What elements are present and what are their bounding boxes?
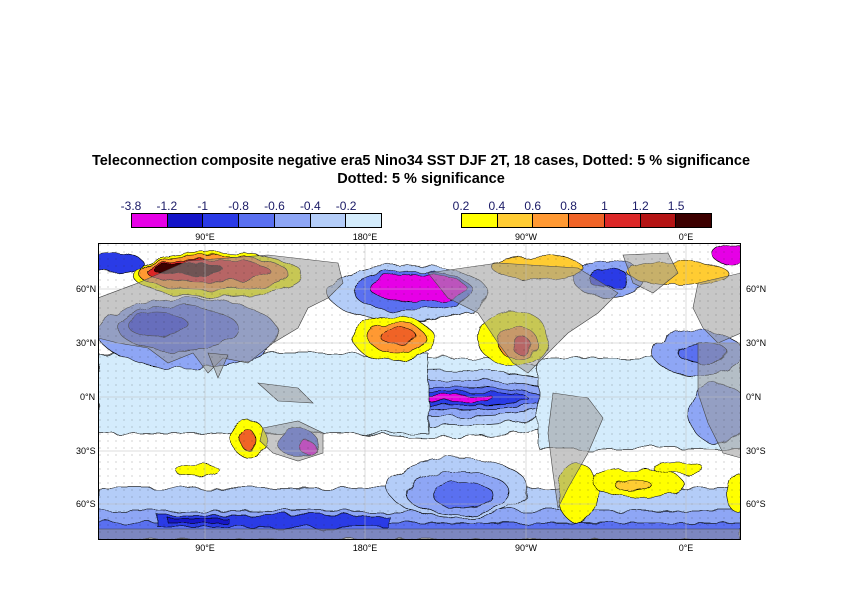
colorbar-positive-swatch-6 xyxy=(676,214,712,227)
lon-label-top-90w: 90°W xyxy=(514,232,538,242)
lon-label-top-180e: 180°E xyxy=(352,232,378,242)
colorbar-negative-swatch-4 xyxy=(274,214,311,227)
colorbar-negative-swatch-3 xyxy=(239,214,275,227)
lat-label-left-0n: 0°N xyxy=(80,392,96,402)
lon-label-bottom-90w: 90°W xyxy=(514,543,538,553)
colorbar-negative xyxy=(131,213,382,228)
colorbar-negative-label-4: -0.6 xyxy=(264,199,285,213)
lon-label-bottom-0e: 0°E xyxy=(678,543,694,553)
lat-label-right-0n: 0°N xyxy=(746,392,762,402)
colorbar-negative-swatch-6 xyxy=(346,214,382,227)
colorbar-positive-swatch-2 xyxy=(533,214,570,227)
colorbar-negative-swatch-2 xyxy=(203,214,240,227)
composite-map xyxy=(98,243,741,540)
lon-label-top-0e: 0°E xyxy=(678,232,694,242)
map-subtitle: Dotted: 5 % significance xyxy=(337,171,505,187)
colorbar-positive-label-1: 0.4 xyxy=(488,199,506,213)
lat-label-right-30n: 30°N xyxy=(746,338,767,348)
lon-label-bottom-90e: 90°E xyxy=(195,543,215,553)
colorbar-negative-swatch-1 xyxy=(167,214,204,227)
lat-label-left-60n: 60°N xyxy=(76,284,97,294)
colorbar-positive-label-4: 1 xyxy=(601,199,608,213)
colorbar-positive-swatch-3 xyxy=(569,214,605,227)
lat-label-right-30s: 30°S xyxy=(746,446,766,456)
colorbar-negative-label-2: -1 xyxy=(197,199,209,213)
colorbar-negative-label-0: -3.8 xyxy=(120,199,142,213)
colorbar-negative-label-5: -0.4 xyxy=(299,199,321,213)
colorbar-positive-label-2: 0.6 xyxy=(524,199,542,213)
lon-label-bottom-180e: 180°E xyxy=(352,543,378,553)
colorbar-positive-label-5: 1.2 xyxy=(631,199,649,213)
lat-label-left-60s: 60°S xyxy=(76,499,96,509)
lat-label-left-30n: 30°N xyxy=(76,338,97,348)
lat-label-left-30s: 30°S xyxy=(76,446,96,456)
colorbar-positive-label-6: 1.5 xyxy=(667,199,685,213)
colorbar-positive-swatch-1 xyxy=(497,214,534,227)
colorbar-positive xyxy=(461,213,712,228)
lon-label-top-90e: 90°E xyxy=(195,232,215,242)
colorbar-positive-swatch-0 xyxy=(462,214,498,227)
map-title: Teleconnection composite negative era5 N… xyxy=(91,153,751,169)
colorbar-negative-label-6: -0.2 xyxy=(335,199,357,213)
colorbar-positive-swatch-4 xyxy=(604,214,641,227)
colorbar-negative-label-3: -0.8 xyxy=(228,199,249,213)
colorbar-positive-label-3: 0.8 xyxy=(560,199,577,213)
lat-label-right-60s: 60°S xyxy=(746,499,766,509)
colorbar-positive-label-0: 0.2 xyxy=(452,199,470,213)
lat-label-right-60n: 60°N xyxy=(746,284,767,294)
colorbar-negative-label-1: -1.2 xyxy=(156,199,178,213)
colorbar-negative-swatch-0 xyxy=(132,214,168,227)
colorbar-negative-swatch-5 xyxy=(310,214,347,227)
colorbar-positive-swatch-5 xyxy=(640,214,677,227)
